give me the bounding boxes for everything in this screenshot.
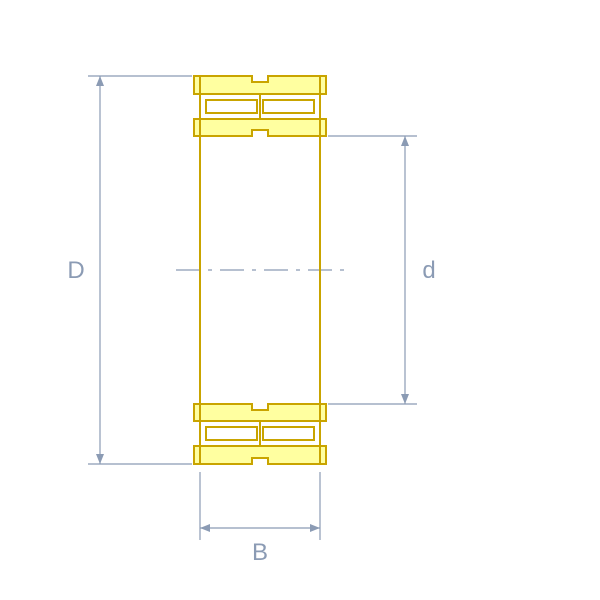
bearing-part: [176, 76, 344, 464]
dimension-lines: [88, 76, 417, 540]
label-outer-diameter: D: [67, 257, 84, 284]
bearing-cross-section-diagram: D d B: [0, 0, 600, 600]
label-width: B: [252, 539, 268, 566]
label-inner-diameter: d: [422, 257, 435, 284]
